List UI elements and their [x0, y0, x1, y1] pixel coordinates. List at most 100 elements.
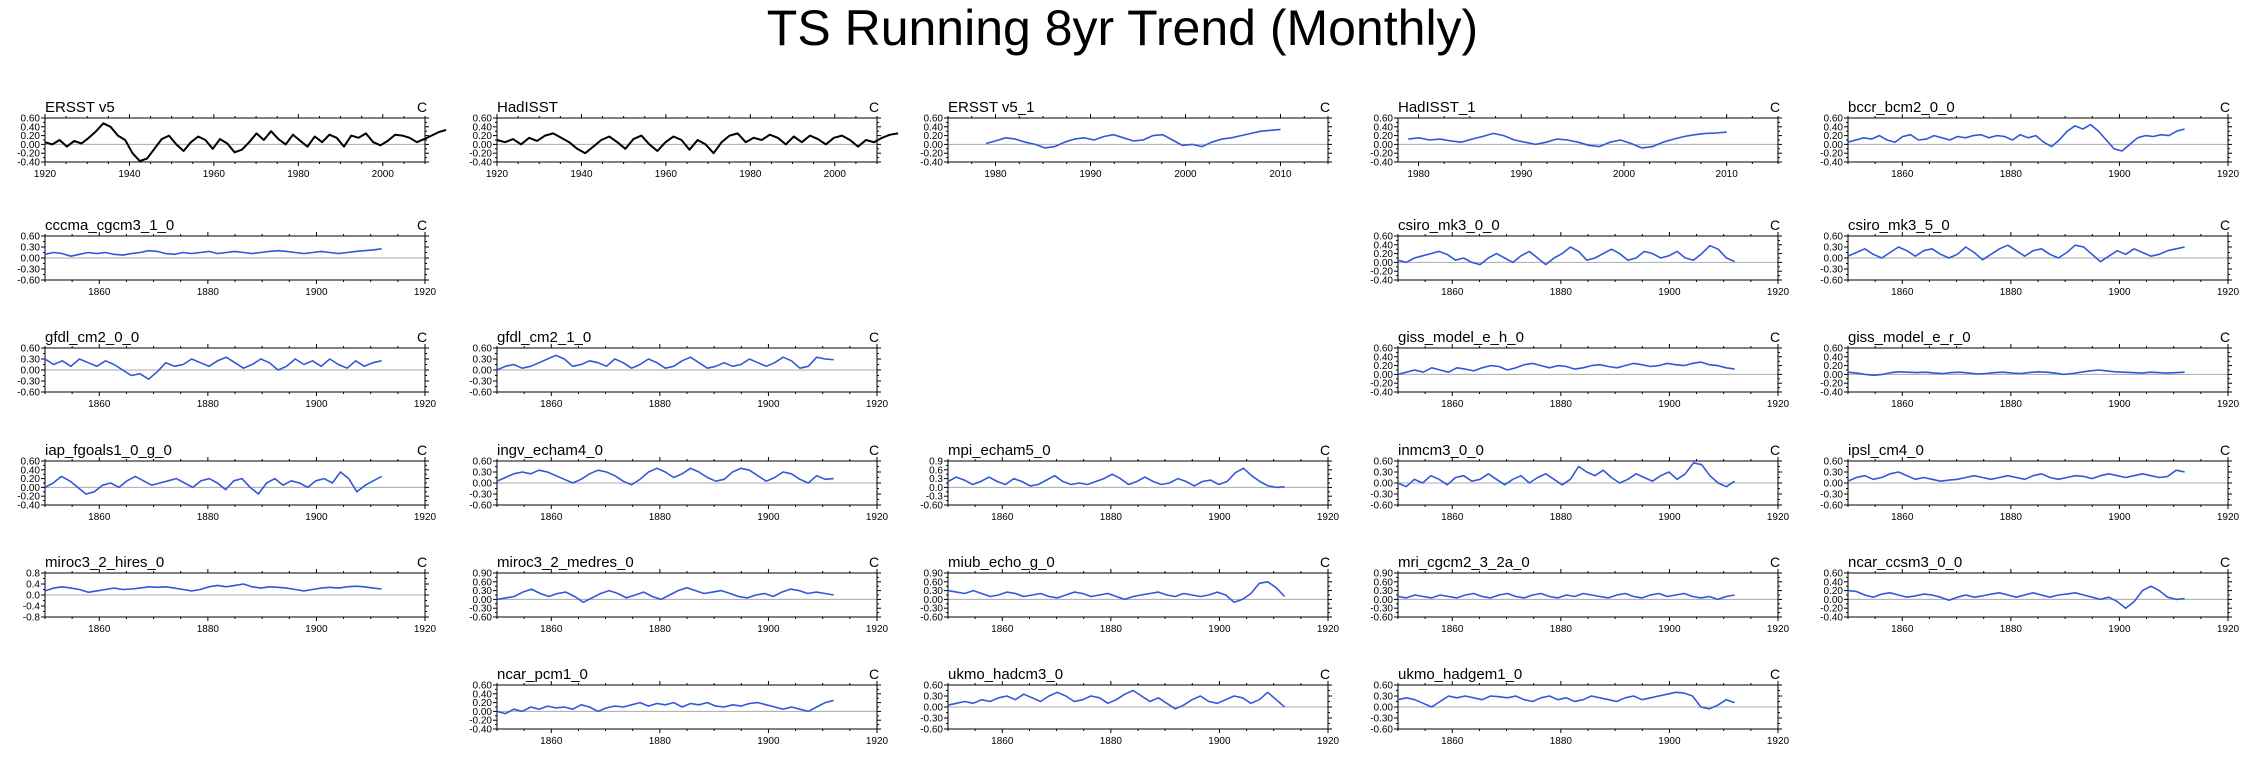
- y-tick-label: -0.20: [469, 716, 492, 727]
- panel-body: gfdl_cm2_0_0 C -0.60-0.300.000.300.60 1860 1…: [17, 329, 436, 410]
- x-tick-label: 1860: [540, 624, 563, 635]
- y-tick-label: -0.30: [1370, 714, 1393, 725]
- y-tick-label: 0.00: [1374, 140, 1394, 151]
- y-tick-label: 0.0: [26, 591, 40, 602]
- y-tick-label: 0.30: [21, 355, 41, 366]
- panel-giss_model_e_r_0: giss_model_e_r_0 C -0.40-0.200.000.200.400…: [1820, 329, 2239, 410]
- y-tick-label: -0.40: [1820, 158, 1843, 169]
- panel-body: giss_model_e_h_0 C -0.40-0.200.000.200.400…: [1370, 329, 1789, 410]
- panel-title: giss_model_e_h_0: [1398, 329, 1524, 346]
- y-tick-label: 0.00: [473, 366, 493, 377]
- y-tick-label: 0.00: [473, 479, 493, 490]
- plot-frame: [1397, 117, 1779, 163]
- x-tick-label: 1860: [1891, 399, 1914, 410]
- x-tick-label: 1880: [1550, 287, 1573, 298]
- y-tick-label: -0.60: [920, 725, 943, 736]
- x-tick-label: 2010: [1269, 169, 1292, 180]
- x-tick-label: 1860: [991, 624, 1014, 635]
- y-tick-label: -0.30: [920, 714, 943, 725]
- x-tick-label: 1900: [757, 512, 780, 523]
- panel-ncar_ccsm3_0_0: ncar_ccsm3_0_0 C -0.40-0.200.000.200.400.6…: [1820, 554, 2240, 635]
- y-tick-label: 0.00: [21, 366, 41, 377]
- y-tick-label: -0.60: [920, 613, 943, 624]
- y-tick-label: 0.90: [1374, 569, 1394, 580]
- x-tick-label: 1860: [1441, 736, 1464, 747]
- y-tick-label: 0.60: [1824, 569, 1844, 580]
- panel-body: giss_model_e_r_0 C -0.40-0.200.000.200.400…: [1820, 329, 2239, 410]
- x-tick-label: 1880: [197, 512, 220, 523]
- panel-units: C: [2220, 329, 2230, 345]
- x-tick-label: 1880: [2000, 512, 2023, 523]
- panel-units: C: [869, 99, 879, 115]
- panel-title: inmcm3_0_0: [1398, 442, 1484, 459]
- y-tick-label: 0.60: [21, 344, 41, 355]
- x-tick-label: 1900: [305, 512, 328, 523]
- panel-bccr_bcm2_0_0: bccr_bcm2_0_0 C -0.40-0.200.000.200.400.60…: [1820, 99, 2239, 180]
- y-tick-label: 0.30: [1374, 468, 1394, 479]
- y-tick-label: -0.60: [469, 501, 492, 512]
- y-tick-label: 0.60: [21, 114, 41, 125]
- panel-miroc3_2_hires_0: miroc3_2_hires_0 C -0.8-0.40.00.40.8 1860 18…: [23, 554, 437, 635]
- panel-ukmo_hadgem1_0: ukmo_hadgem1_0 C -0.60-0.300.000.300.60 186…: [1370, 666, 1790, 747]
- panel-title: miub_echo_g_0: [948, 554, 1055, 571]
- panel-units: C: [1770, 442, 1780, 458]
- y-tick-label: 0.60: [1374, 344, 1394, 355]
- x-tick-label: 1920: [1317, 624, 1340, 635]
- y-tick-label: 0.60: [1374, 114, 1394, 125]
- panel-miroc3_2_medres_0: miroc3_2_medres_0 C -0.60-0.300.000.300.60…: [469, 554, 888, 635]
- y-tick-label: -0.40: [17, 501, 40, 512]
- panel-units: C: [1770, 217, 1780, 233]
- x-tick-label: 1900: [2108, 624, 2131, 635]
- y-tick-label: 0.30: [1824, 468, 1844, 479]
- y-tick-label: 0.40: [1374, 240, 1394, 251]
- panel-body: iap_fgoals1_0_g_0 C -0.40-0.200.000.200.40…: [17, 442, 436, 523]
- y-tick-label: 0.60: [473, 114, 493, 125]
- panel-title: miroc3_2_hires_0: [45, 554, 164, 571]
- panel-ipsl_cm4_0: ipsl_cm4_0 C -0.60-0.300.000.300.60 1860 188…: [1820, 442, 2239, 523]
- y-tick-label: 0.60: [473, 457, 493, 468]
- x-tick-label: 1920: [1767, 736, 1790, 747]
- y-tick-label: 0.30: [1374, 692, 1394, 703]
- panel-title: ukmo_hadcm3_0: [948, 666, 1063, 683]
- y-tick-label: -0.60: [920, 501, 943, 512]
- panel-ERSST v5: ERSST v5 C -0.40-0.200.000.200.400.60 1920 1…: [17, 99, 447, 180]
- y-tick-label: 0.30: [1824, 243, 1844, 254]
- series-line: [44, 248, 382, 258]
- y-tick-label: 0.9: [929, 457, 943, 468]
- x-tick-label: 1880: [2000, 169, 2023, 180]
- x-tick-label: 2000: [1174, 169, 1197, 180]
- x-tick-label: 1980: [984, 169, 1007, 180]
- x-tick-label: 1940: [570, 169, 593, 180]
- panel-title: iap_fgoals1_0_g_0: [45, 442, 172, 459]
- x-tick-label: 1920: [34, 169, 57, 180]
- panel-title: HadISST_1: [1398, 99, 1476, 116]
- panel-title: ingv_echam4_0: [497, 442, 603, 459]
- y-tick-label: 0.00: [1374, 370, 1394, 381]
- y-tick-label: 0.00: [21, 254, 41, 265]
- panel-body: ipsl_cm4_0 C -0.60-0.300.000.300.60 1860 188…: [1820, 442, 2239, 523]
- series-line: [1397, 691, 1735, 710]
- y-tick-label: 0.00: [1824, 595, 1844, 606]
- x-tick-label: 1940: [118, 169, 141, 180]
- panel-units: C: [2220, 442, 2230, 458]
- y-tick-label: 0.40: [1374, 352, 1394, 363]
- y-tick-label: 0.40: [473, 122, 493, 133]
- y-tick-label: -0.40: [1370, 158, 1393, 169]
- y-tick-label: -0.30: [1820, 265, 1843, 276]
- x-tick-label: 1880: [649, 736, 672, 747]
- panel-units: C: [1770, 329, 1780, 345]
- y-tick-label: -0.20: [1820, 379, 1843, 390]
- panel-body: miroc3_2_medres_0 C -0.60-0.300.000.300.60…: [469, 554, 888, 635]
- x-tick-label: 1920: [1317, 736, 1340, 747]
- x-tick-label: 1900: [305, 287, 328, 298]
- x-tick-label: 1920: [2217, 624, 2240, 635]
- y-tick-label: 0.00: [21, 483, 41, 494]
- y-tick-label: 0.60: [1374, 681, 1394, 692]
- y-tick-label: -0.60: [1820, 276, 1843, 287]
- panel-body: ncar_pcm1_0 C -0.40-0.200.000.200.400.60 18…: [469, 666, 888, 747]
- y-tick-label: 0.00: [1374, 703, 1394, 714]
- x-tick-label: 1900: [305, 399, 328, 410]
- y-tick-label: 0.30: [473, 586, 493, 597]
- series-line: [44, 356, 382, 381]
- y-tick-label: 0.00: [1824, 479, 1844, 490]
